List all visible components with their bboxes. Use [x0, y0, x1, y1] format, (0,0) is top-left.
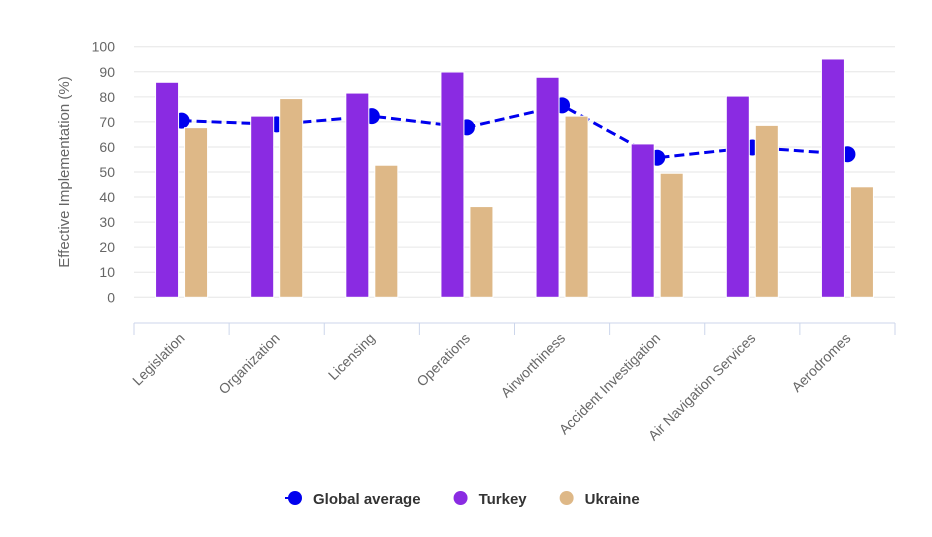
bar-turkey — [345, 92, 370, 298]
bar-turkey — [440, 71, 465, 298]
y-tick-label: 70 — [99, 114, 115, 130]
bar-turkey — [535, 76, 560, 298]
gridlines — [134, 46, 895, 298]
y-tick-label: 30 — [99, 214, 115, 230]
legend: Global average Turkey Ukraine — [285, 491, 640, 508]
bar-ukraine — [659, 172, 684, 298]
bar-turkey — [820, 58, 845, 298]
bar-ukraine — [184, 127, 209, 298]
y-tick-label: 0 — [107, 289, 115, 305]
y-tick-label: 40 — [99, 189, 115, 205]
x-category-label: Accident Investigation — [556, 330, 664, 438]
bar-turkey — [630, 143, 655, 298]
y-axis-ticks: 0 10 20 30 40 50 60 70 80 90 100 — [92, 39, 116, 306]
y-tick-label: 90 — [99, 64, 115, 80]
legend-item-ukraine[interactable]: Ukraine — [559, 491, 640, 508]
y-axis-label: Effective Implementation (%) — [56, 76, 73, 267]
legend-item-global-average[interactable]: Global average — [285, 491, 421, 508]
bar-turkey — [725, 95, 750, 298]
legend-marker-icon — [559, 491, 574, 505]
x-category-label: Operations — [413, 330, 473, 390]
bar-turkey — [155, 81, 180, 298]
global-average-series — [173, 97, 856, 166]
bar-series — [155, 58, 874, 298]
bar-ukraine — [469, 206, 494, 298]
bar-ukraine — [849, 186, 874, 298]
bar-turkey — [250, 115, 275, 298]
y-tick-label: 60 — [99, 139, 115, 155]
x-category-label: Organization — [215, 330, 282, 397]
legend-item-turkey[interactable]: Turkey — [453, 491, 528, 508]
x-axis: Legislation Organization Licensing Operatio… — [129, 322, 896, 444]
bar-ukraine — [374, 164, 399, 298]
bar-ukraine — [279, 98, 304, 298]
legend-label: Ukraine — [585, 491, 640, 508]
x-category-label: Airworthiness — [497, 330, 568, 401]
y-tick-label: 10 — [99, 264, 115, 280]
x-category-label: Legislation — [129, 330, 188, 389]
y-tick-label: 80 — [99, 89, 115, 105]
x-category-label: Licensing — [325, 330, 378, 383]
y-tick-label: 50 — [99, 164, 115, 180]
legend-label: Global average — [313, 491, 421, 508]
legend-label: Turkey — [479, 491, 528, 508]
bar-ukraine — [754, 124, 779, 298]
y-tick-label: 20 — [99, 239, 115, 255]
bar-ukraine — [564, 115, 589, 298]
y-tick-label: 100 — [92, 39, 116, 55]
legend-marker-icon — [453, 491, 468, 505]
x-category-label: Air Navigation Services — [645, 330, 759, 444]
legend-marker-icon — [288, 491, 302, 505]
x-category-label: Aerodromes — [788, 330, 853, 395]
